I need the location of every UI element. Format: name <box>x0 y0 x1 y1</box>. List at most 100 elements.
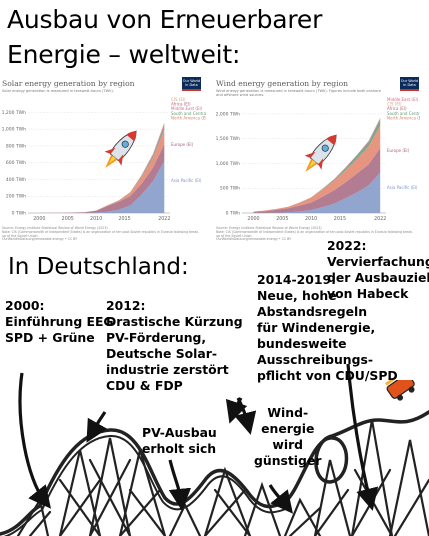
solar-chart-svg: 0 TWh 200 TWh 400 TWh 600 TWh 800 TWh 1,000 T… <box>2 97 206 222</box>
area-asia-pacific-ei <box>253 172 381 213</box>
x-tick-label: 2010 <box>305 216 317 222</box>
annotation-line: PV-Förderung, <box>106 330 207 345</box>
annotation-line: der Ausbauziele <box>327 270 429 285</box>
solar-chart-panel: Solar energy generation by region Solar … <box>0 76 206 246</box>
arrow-2000 <box>18 372 51 509</box>
rocket-flame-inner <box>309 159 316 168</box>
arrow-wind <box>268 484 293 514</box>
x-tick-label: 2022 <box>374 216 386 222</box>
y-tick-label: 400 TWh <box>6 177 26 183</box>
y-tick-label: 800 TWh <box>6 143 26 149</box>
annotation-line: energie <box>261 421 315 436</box>
headline: Ausbau von Erneuerbarer Energie – weltwe… <box>7 2 322 72</box>
y-tick-label: 1,000 TWh <box>2 127 27 133</box>
area-north-america-ei <box>253 125 381 212</box>
annotation-line: von Habeck <box>327 286 409 301</box>
area-europe-ei <box>39 144 165 213</box>
annotation-line: CDU & FDP <box>106 378 183 393</box>
annotation-2000: 2000: Einführung EEG SPD + Grüne <box>5 298 114 346</box>
y-tick-label: 1,500 TWh <box>216 136 241 142</box>
annotation-line: Einführung EEG <box>5 314 114 329</box>
owid-logo: Our World in Data <box>400 77 419 91</box>
headline-line-2: Energie – weltweit: <box>7 40 241 69</box>
legend-label: CIS (EI) <box>387 102 402 107</box>
chart-source-line: OurWorldInData.org/renewable-energy • CC… <box>216 237 292 242</box>
area-north-america-ei <box>39 129 165 213</box>
chart-subtitle: Wind energy generation is measured in te… <box>216 89 381 98</box>
y-tick-label: 2,000 TWh <box>216 111 241 117</box>
annotation-line: Wind- <box>267 405 309 420</box>
legend-label: Europe (EI) <box>387 148 410 153</box>
annotation-line: Deutsche Solar- <box>106 346 217 361</box>
x-tick-label: 2022 <box>158 216 170 222</box>
chart-title: Solar energy generation by region <box>2 79 135 88</box>
annotation-line: 2012: <box>106 298 146 313</box>
rocket-fin <box>118 154 124 166</box>
annotation-line: Vervierfachung <box>327 254 429 269</box>
annotation-2014-2019: 2014-2019: Neue, hohe Abstandsregeln für… <box>257 272 398 384</box>
legend-label: Middle East (EI) <box>171 106 203 111</box>
rocket-nose <box>326 135 337 146</box>
arrow-2014-b <box>234 397 257 435</box>
legend-label: Middle East (EI) <box>387 97 419 102</box>
arrow-2012 <box>86 411 108 443</box>
chart-source-line: Source: Energy Institute Statistical Rev… <box>2 226 108 230</box>
germany-heading: In Deutschland: <box>8 254 189 280</box>
chart-source: Source: Energy Institute Statistical Rev… <box>2 226 202 242</box>
legend-label: Asia Pacific (EI) <box>387 185 418 190</box>
y-tick-label: 200 TWh <box>6 194 26 200</box>
legend-label: South and Central America (EI) <box>387 111 420 116</box>
annotation-line: Neue, hohe <box>257 288 337 303</box>
annotation-pv: PV-Ausbau erholt sich <box>142 425 217 457</box>
x-tick-label: 2015 <box>118 216 130 222</box>
chart-source-line: OurWorldInData.org/renewable-energy • CC… <box>2 237 78 242</box>
rocket-flame-inner <box>109 155 116 164</box>
chart-source-line: Note: CIS (Commonwealth of Independent S… <box>2 229 200 238</box>
rocket-fin <box>104 147 116 154</box>
y-tick-label: 0 TWh <box>12 211 26 217</box>
rocket-fin <box>318 158 324 170</box>
annotation-line: erholt sich <box>142 441 217 456</box>
area-asia-pacific-ei <box>39 161 165 213</box>
area-europe-ei <box>253 148 381 213</box>
area-south-and-central-america-ei <box>253 119 381 212</box>
annotation-line: günstiger <box>254 453 322 468</box>
y-tick-label: 0 TWh <box>226 211 240 217</box>
annotation-line: wird <box>272 437 304 452</box>
rollercoaster-car-icon <box>385 380 415 401</box>
legend-label: CIS (EI) <box>171 97 186 102</box>
wind-chart-panel: Wind energy generation by region Wind en… <box>214 76 420 246</box>
annotation-line: Ausschreibungs- <box>257 352 373 367</box>
annotation-line: SPD + Grüne <box>5 330 95 345</box>
legend-label: Africa (EI) <box>171 102 191 107</box>
rocket-icon <box>304 134 337 172</box>
y-tick-label: 500 TWh <box>220 186 240 192</box>
wind-chart-svg: 0 TWh 500 TWh 1,000 TWh 1,500 TWh 2,000 TWh 2… <box>216 97 420 222</box>
x-tick-label: 2000 <box>247 216 259 222</box>
annotation-line: für Windenergie, <box>257 320 376 335</box>
annotation-line: pflicht von CDU/SPD <box>257 368 398 383</box>
legend-label: North America (EI) <box>387 115 420 120</box>
annotation-line: PV-Ausbau <box>142 425 217 440</box>
rocket-icon <box>104 130 137 168</box>
chart-source-line: Note: CIS (Commonwealth of Independent S… <box>216 229 414 238</box>
legend-label: North America (EI) <box>171 115 206 120</box>
headline-line-1: Ausbau von Erneuerbarer <box>7 5 323 34</box>
legend-label: Europe (EI) <box>171 142 194 147</box>
annotation-line: Drastische Kürzung <box>106 314 243 329</box>
legend-label: Asia Pacific (EI) <box>171 178 202 183</box>
annotation-2012: 2012: Drastische Kürzung PV-Förderung, D… <box>106 298 243 394</box>
rocket-window <box>321 144 329 152</box>
rocket-nose <box>126 131 137 142</box>
annotation-arrows <box>18 363 379 514</box>
legend-label: South and Central America (EI) <box>171 111 206 116</box>
arrow-pv <box>168 459 192 512</box>
annotation-line: bundesweite <box>257 336 347 351</box>
rocket-window <box>121 140 129 148</box>
legend-label: Africa (EI) <box>387 106 407 111</box>
x-tick-label: 2005 <box>62 216 74 222</box>
annotation-line: 2014-2019: <box>257 272 337 287</box>
chart-subtitle: Solar energy generation is measured in t… <box>2 89 114 93</box>
x-tick-label: 2005 <box>276 216 288 222</box>
annotation-line: 2022: <box>327 238 367 253</box>
